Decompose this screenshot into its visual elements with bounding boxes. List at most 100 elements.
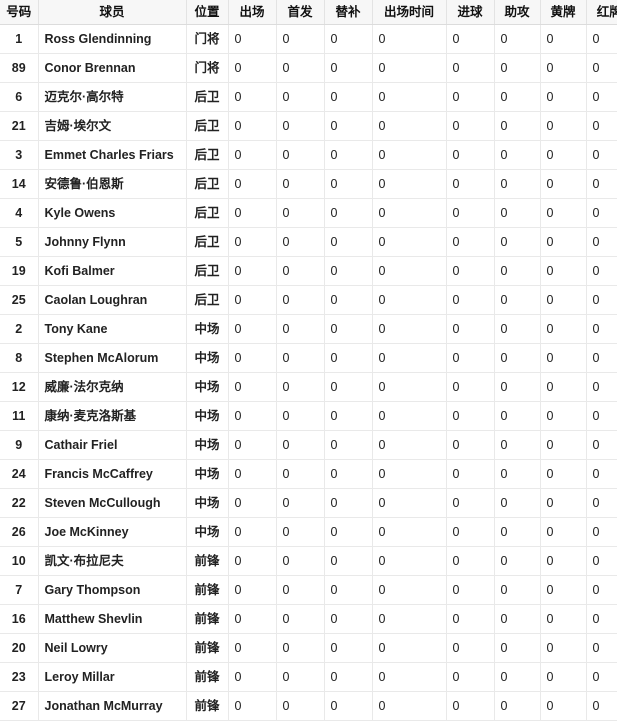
cell-player[interactable]: Matthew Shevlin <box>38 604 187 634</box>
cell-yellow: 0 <box>540 662 587 692</box>
cell-position: 后卫 <box>186 140 229 170</box>
cell-red: 0 <box>586 285 617 315</box>
cell-assists: 0 <box>494 517 541 547</box>
cell-player[interactable]: Gary Thompson <box>38 575 187 605</box>
table-body: 1 Ross Glendinning 门将 0 0 0 0 0 0 0 0 89 Conor Brenn… <box>0 24 617 721</box>
cell-minutes: 0 <box>372 691 447 721</box>
cell-subs: 0 <box>324 372 373 402</box>
cell-player[interactable]: Tony Kane <box>38 314 187 344</box>
column-header-yellow[interactable]: 黄牌 <box>540 0 587 25</box>
cell-player[interactable]: Jonathan McMurray <box>38 691 187 721</box>
cell-apps: 0 <box>228 53 277 83</box>
cell-player[interactable]: Kyle Owens <box>38 198 187 228</box>
cell-red: 0 <box>586 691 617 721</box>
cell-player[interactable]: Ross Glendinning <box>38 24 187 54</box>
column-header-number[interactable]: 号码 <box>0 0 39 25</box>
cell-apps: 0 <box>228 662 277 692</box>
cell-yellow: 0 <box>540 169 587 199</box>
cell-apps: 0 <box>228 372 277 402</box>
cell-assists: 0 <box>494 256 541 286</box>
cell-starts: 0 <box>276 343 325 373</box>
cell-subs: 0 <box>324 401 373 431</box>
cell-minutes: 0 <box>372 488 447 518</box>
cell-apps: 0 <box>228 198 277 228</box>
column-header-red[interactable]: 红牌 <box>586 0 617 25</box>
cell-player[interactable]: 吉姆·埃尔文 <box>38 111 187 141</box>
cell-player[interactable]: Leroy Millar <box>38 662 187 692</box>
cell-player[interactable]: Francis McCaffrey <box>38 459 187 489</box>
cell-yellow: 0 <box>540 430 587 460</box>
cell-position: 后卫 <box>186 227 229 257</box>
cell-red: 0 <box>586 459 617 489</box>
cell-yellow: 0 <box>540 227 587 257</box>
cell-assists: 0 <box>494 691 541 721</box>
cell-apps: 0 <box>228 169 277 199</box>
cell-number: 25 <box>0 285 39 315</box>
cell-subs: 0 <box>324 488 373 518</box>
cell-number: 1 <box>0 24 39 54</box>
cell-starts: 0 <box>276 459 325 489</box>
cell-position: 中场 <box>186 517 229 547</box>
column-header-minutes[interactable]: 出场时间 <box>372 0 447 25</box>
cell-apps: 0 <box>228 691 277 721</box>
column-header-goals[interactable]: 进球 <box>446 0 495 25</box>
table-row: 16 Matthew Shevlin 前锋 0 0 0 0 0 0 0 0 <box>0 604 617 634</box>
table-row: 2 Tony Kane 中场 0 0 0 0 0 0 0 0 <box>0 314 617 344</box>
cell-starts: 0 <box>276 430 325 460</box>
cell-apps: 0 <box>228 546 277 576</box>
cell-yellow: 0 <box>540 343 587 373</box>
cell-position: 后卫 <box>186 169 229 199</box>
cell-player[interactable]: Conor Brennan <box>38 53 187 83</box>
column-header-apps[interactable]: 出场 <box>228 0 277 25</box>
column-header-player[interactable]: 球员 <box>38 0 187 25</box>
column-header-starts[interactable]: 首发 <box>276 0 325 25</box>
cell-goals: 0 <box>446 430 495 460</box>
cell-player[interactable]: Joe McKinney <box>38 517 187 547</box>
cell-assists: 0 <box>494 24 541 54</box>
table-row: 5 Johnny Flynn 后卫 0 0 0 0 0 0 0 0 <box>0 227 617 257</box>
cell-starts: 0 <box>276 227 325 257</box>
cell-player[interactable]: Steven McCullough <box>38 488 187 518</box>
cell-red: 0 <box>586 82 617 112</box>
cell-position: 中场 <box>186 488 229 518</box>
cell-yellow: 0 <box>540 517 587 547</box>
cell-apps: 0 <box>228 314 277 344</box>
cell-position: 前锋 <box>186 575 229 605</box>
cell-player[interactable]: 迈克尔·高尔特 <box>38 82 187 112</box>
cell-assists: 0 <box>494 546 541 576</box>
cell-player[interactable]: 安德鲁·伯恩斯 <box>38 169 187 199</box>
cell-goals: 0 <box>446 604 495 634</box>
cell-goals: 0 <box>446 691 495 721</box>
cell-subs: 0 <box>324 314 373 344</box>
cell-red: 0 <box>586 488 617 518</box>
cell-position: 中场 <box>186 401 229 431</box>
cell-subs: 0 <box>324 285 373 315</box>
cell-goals: 0 <box>446 314 495 344</box>
cell-assists: 0 <box>494 198 541 228</box>
column-header-position[interactable]: 位置 <box>186 0 229 25</box>
cell-player[interactable]: Stephen McAlorum <box>38 343 187 373</box>
cell-player[interactable]: 康纳·麦克洛斯基 <box>38 401 187 431</box>
cell-red: 0 <box>586 604 617 634</box>
cell-goals: 0 <box>446 662 495 692</box>
cell-player[interactable]: 威廉·法尔克纳 <box>38 372 187 402</box>
cell-red: 0 <box>586 372 617 402</box>
cell-goals: 0 <box>446 111 495 141</box>
cell-player[interactable]: Neil Lowry <box>38 633 187 663</box>
cell-goals: 0 <box>446 633 495 663</box>
cell-minutes: 0 <box>372 604 447 634</box>
cell-player[interactable]: Cathair Friel <box>38 430 187 460</box>
cell-player[interactable]: Johnny Flynn <box>38 227 187 257</box>
column-header-assists[interactable]: 助攻 <box>494 0 541 25</box>
cell-minutes: 0 <box>372 372 447 402</box>
cell-player[interactable]: Caolan Loughran <box>38 285 187 315</box>
cell-yellow: 0 <box>540 633 587 663</box>
cell-assists: 0 <box>494 82 541 112</box>
table-row: 7 Gary Thompson 前锋 0 0 0 0 0 0 0 0 <box>0 575 617 605</box>
cell-player[interactable]: Emmet Charles Friars <box>38 140 187 170</box>
cell-player[interactable]: 凯文·布拉尼夫 <box>38 546 187 576</box>
cell-position: 前锋 <box>186 546 229 576</box>
cell-red: 0 <box>586 53 617 83</box>
column-header-subs[interactable]: 替补 <box>324 0 373 25</box>
cell-player[interactable]: Kofi Balmer <box>38 256 187 286</box>
